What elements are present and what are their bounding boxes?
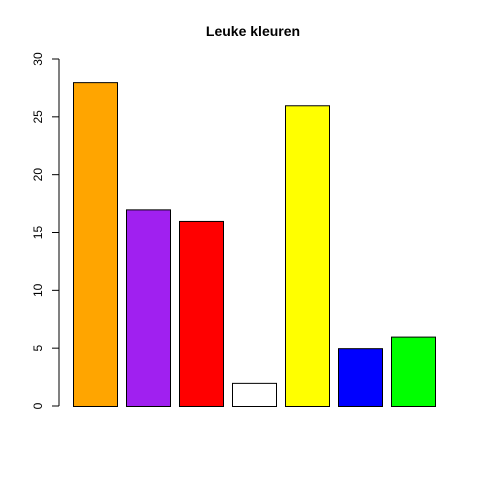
bars — [74, 83, 436, 407]
bar — [127, 210, 171, 407]
y-tick-label: 0 — [31, 402, 45, 409]
bar — [392, 337, 436, 406]
y-axis: 0 5 10 15 20 25 30 — [31, 52, 59, 409]
y-tick-label: 5 — [31, 345, 45, 352]
bar — [339, 349, 383, 407]
bar — [233, 383, 277, 406]
bar — [180, 221, 224, 406]
y-tick-label: 10 — [31, 283, 45, 297]
y-tick-label: 30 — [31, 52, 45, 66]
chart-title: Leuke kleuren — [206, 23, 300, 39]
y-tick-label: 20 — [31, 168, 45, 182]
y-tick-label: 15 — [31, 226, 45, 240]
bar — [74, 83, 118, 407]
bar — [286, 106, 330, 407]
y-tick-label: 25 — [31, 110, 45, 124]
